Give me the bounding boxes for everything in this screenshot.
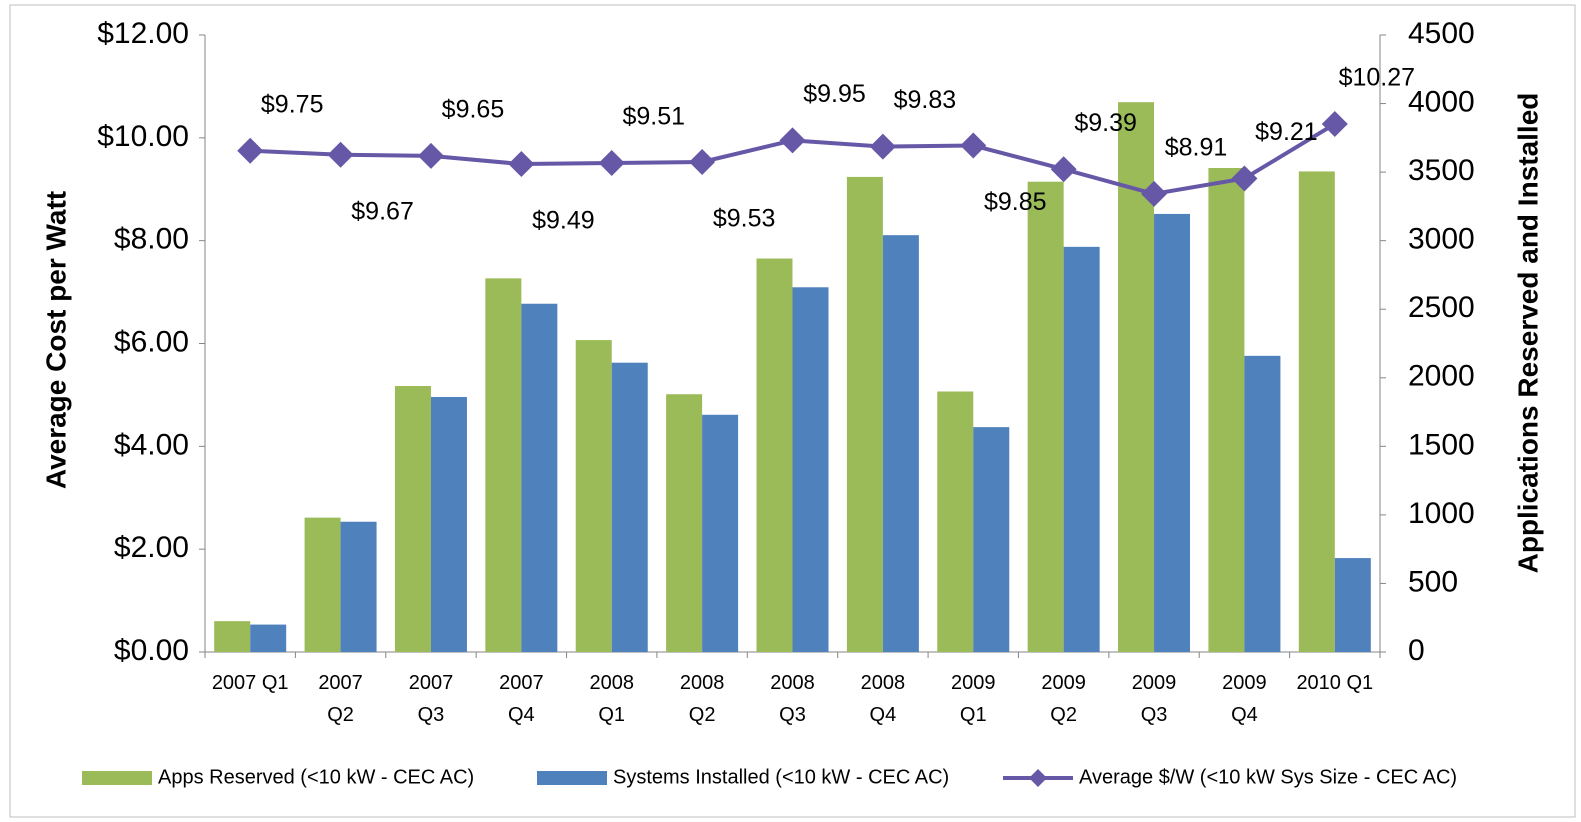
x-tick-label: 2009 Q2 bbox=[1041, 672, 1086, 726]
x-tick-label: 2007 Q4 bbox=[499, 672, 544, 726]
y2-tick-label: 1500 bbox=[1408, 428, 1475, 461]
line-marker bbox=[779, 127, 806, 154]
data-label: $9.39 bbox=[1074, 109, 1137, 137]
x-tick-label: 2008 Q3 bbox=[770, 672, 815, 726]
bar bbox=[214, 621, 251, 652]
y-tick-label: $10.00 bbox=[97, 120, 189, 153]
y2-tick-label: 2000 bbox=[1408, 360, 1475, 393]
bar bbox=[1027, 181, 1064, 652]
x-tick-label: 2009 Q1 bbox=[951, 672, 996, 726]
line-marker bbox=[960, 132, 987, 159]
bar bbox=[521, 303, 558, 652]
bar bbox=[882, 235, 919, 652]
legend-label: Apps Reserved (<10 kW - CEC AC) bbox=[158, 766, 474, 788]
bar bbox=[340, 521, 377, 652]
bar bbox=[846, 176, 883, 652]
line-marker bbox=[237, 137, 264, 164]
bar bbox=[1334, 558, 1371, 652]
bar bbox=[792, 287, 829, 652]
bar bbox=[1298, 171, 1335, 653]
bar bbox=[250, 624, 287, 652]
line-marker bbox=[598, 150, 625, 177]
chart-frame bbox=[9, 4, 1576, 818]
bar bbox=[1154, 213, 1191, 652]
y-tick-label: $8.00 bbox=[114, 223, 189, 256]
legend-swatch bbox=[537, 771, 607, 785]
line-marker bbox=[327, 141, 354, 168]
y-tick-label: $0.00 bbox=[114, 634, 189, 667]
line-marker bbox=[1141, 180, 1168, 207]
bar bbox=[1208, 167, 1245, 652]
y2-tick-label: 2500 bbox=[1408, 291, 1475, 324]
y2-tick-label: 3000 bbox=[1408, 223, 1475, 256]
data-label: $10.27 bbox=[1339, 64, 1415, 92]
legend-swatch-marker bbox=[1029, 769, 1047, 787]
y-axis-title: Average Cost per Watt bbox=[40, 191, 71, 489]
line-marker bbox=[508, 151, 535, 178]
y2-tick-label: 4500 bbox=[1408, 17, 1475, 50]
data-label: $9.21 bbox=[1255, 118, 1318, 146]
x-tick-label: 2007 Q3 bbox=[409, 672, 454, 726]
bar bbox=[937, 391, 974, 652]
bar bbox=[394, 386, 431, 652]
x-tick-label: 2008 Q2 bbox=[680, 672, 725, 726]
y2-tick-label: 4000 bbox=[1408, 85, 1475, 118]
y2-axis-title: Applications Reserved and Installed bbox=[1512, 93, 1543, 574]
x-tick-label: 2009 Q4 bbox=[1222, 672, 1267, 726]
x-tick-label: 2008 Q4 bbox=[861, 672, 906, 726]
data-label: $9.95 bbox=[803, 80, 866, 108]
y-tick-label: $6.00 bbox=[114, 325, 189, 358]
data-label: $9.51 bbox=[622, 103, 685, 131]
x-tick-label: 2009 Q3 bbox=[1132, 672, 1177, 726]
bar bbox=[1063, 246, 1100, 652]
line-marker bbox=[417, 142, 444, 169]
legend-swatch bbox=[82, 771, 152, 785]
data-label: $8.91 bbox=[1165, 133, 1228, 161]
x-tick-label: 2008 Q1 bbox=[589, 672, 634, 726]
bar bbox=[430, 396, 467, 652]
y2-tick-label: 1000 bbox=[1408, 497, 1475, 530]
y2-tick-label: 500 bbox=[1408, 565, 1458, 598]
y2-tick-label: 0 bbox=[1408, 634, 1425, 667]
bar bbox=[702, 414, 739, 652]
bar bbox=[575, 340, 612, 652]
line-marker bbox=[689, 148, 716, 175]
data-label: $9.83 bbox=[894, 86, 957, 114]
data-label: $9.85 bbox=[984, 188, 1047, 216]
bar bbox=[304, 517, 341, 652]
bar bbox=[666, 394, 703, 652]
y-tick-label: $12.00 bbox=[97, 17, 189, 50]
data-label: $9.67 bbox=[351, 197, 414, 225]
line-marker bbox=[1050, 156, 1077, 183]
bar bbox=[611, 362, 648, 652]
x-tick-label: 2010 Q1 bbox=[1296, 672, 1373, 694]
legend-label: Average $/W (<10 kW Sys Size - CEC AC) bbox=[1079, 766, 1457, 788]
data-label: $9.65 bbox=[442, 95, 505, 123]
bar bbox=[973, 427, 1010, 652]
y-tick-label: $2.00 bbox=[114, 531, 189, 564]
line-marker bbox=[1231, 165, 1258, 192]
y-tick-label: $4.00 bbox=[114, 428, 189, 461]
bar bbox=[1244, 355, 1281, 652]
data-label: $9.49 bbox=[532, 207, 595, 235]
line-marker bbox=[869, 133, 896, 160]
bar bbox=[485, 278, 522, 652]
x-tick-label: 2007 Q1 bbox=[212, 672, 289, 694]
data-label: $9.75 bbox=[261, 90, 324, 118]
x-tick-label: 2007 Q2 bbox=[318, 672, 363, 726]
y2-tick-label: 3500 bbox=[1408, 154, 1475, 187]
line-marker bbox=[1321, 110, 1348, 137]
legend-label: Systems Installed (<10 kW - CEC AC) bbox=[613, 766, 949, 788]
data-label: $9.53 bbox=[713, 205, 776, 233]
bar bbox=[756, 258, 793, 652]
